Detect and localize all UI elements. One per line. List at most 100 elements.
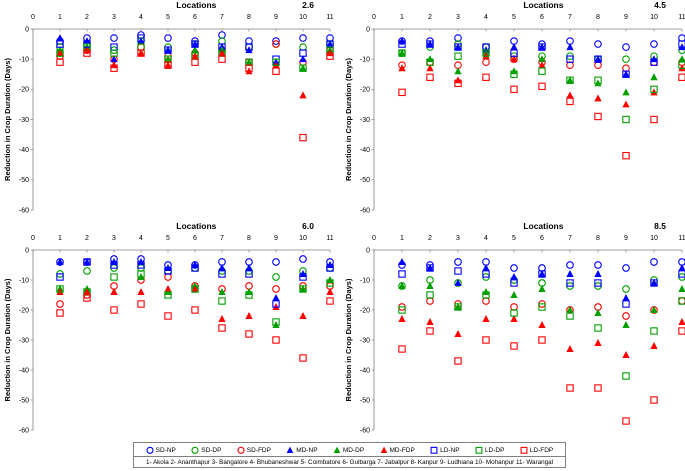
point-md-fdp-loc-7 — [218, 315, 226, 322]
point-md-np-loc-4 — [137, 37, 145, 45]
x-tick-label: 3 — [112, 235, 116, 242]
point-ld-dp-loc-1 — [56, 49, 64, 57]
point-md-fdp-loc-6 — [538, 321, 546, 328]
point-md-dp-loc-7 — [218, 288, 226, 295]
x-tick-label: 9 — [624, 235, 628, 242]
y-tick-label: 0 — [25, 26, 29, 33]
point-md-dp-loc-6 — [538, 55, 546, 63]
legend-marker-sd-fdp — [237, 446, 245, 454]
point-ld-fdp-loc-8 — [245, 64, 253, 72]
point-ld-dp-loc-2 — [426, 291, 434, 299]
x-tick-label: 4 — [484, 14, 488, 21]
triangle-marker-icon — [380, 446, 387, 454]
square-marker-icon — [475, 446, 483, 454]
point-md-dp-loc-3 — [454, 67, 462, 75]
series-md-dp — [398, 282, 685, 328]
location-key: 1- Akola 2- Ananthapur 3- Bangalore 4- B… — [134, 456, 565, 469]
point-md-np-loc-2 — [426, 264, 434, 271]
point-ld-np-loc-6 — [191, 264, 199, 272]
point-ld-np-loc-8 — [594, 55, 602, 63]
point-md-fdp-loc-11 — [326, 288, 334, 295]
point-ld-dp-loc-11 — [678, 297, 685, 305]
point-md-np-loc-9 — [622, 70, 630, 78]
point-sd-np-loc-7 — [566, 261, 574, 269]
point-md-dp-loc-8 — [245, 58, 253, 66]
point-ld-fdp-loc-7 — [218, 324, 226, 332]
point-ld-fdp-loc-5 — [510, 85, 518, 94]
legend-marker-md-fdp — [380, 446, 387, 454]
point-md-fdp-loc-8 — [245, 312, 253, 319]
point-md-np-loc-7 — [566, 43, 574, 51]
point-ld-fdp-loc-2 — [83, 49, 91, 57]
point-ld-np-loc-10 — [650, 279, 658, 287]
point-ld-fdp-loc-6 — [538, 82, 546, 91]
point-ld-fdp-loc-10 — [650, 396, 658, 404]
panel-title: 2.6 — [302, 0, 314, 10]
point-ld-fdp-loc-2 — [83, 294, 91, 302]
x-tick-label: 2 — [85, 235, 89, 242]
point-md-dp-loc-4 — [137, 273, 145, 280]
y-tick-label: 0 — [366, 26, 370, 33]
point-sd-np-loc-8 — [594, 261, 602, 269]
point-md-fdp-loc-1 — [398, 64, 406, 72]
point-md-fdp-loc-10 — [299, 91, 307, 99]
point-md-dp-loc-2 — [426, 282, 434, 289]
y-tick-label: -60 — [19, 207, 29, 214]
point-ld-dp-loc-7 — [566, 76, 574, 84]
point-md-dp-loc-11 — [678, 285, 685, 292]
point-md-np-loc-8 — [594, 55, 602, 63]
point-ld-np-loc-1 — [56, 273, 64, 281]
point-ld-np-loc-3 — [454, 267, 462, 275]
point-ld-dp-loc-9 — [622, 115, 630, 124]
point-ld-dp-loc-10 — [650, 85, 658, 94]
panel-title: 6.0 — [302, 221, 314, 231]
point-ld-np-loc-10 — [650, 58, 658, 66]
point-md-dp-loc-10 — [299, 285, 307, 292]
point-md-np-loc-6 — [191, 40, 199, 48]
y-tick-label: -60 — [360, 207, 370, 214]
legend-marker-sd-dp — [191, 446, 199, 454]
series-sd-fdp — [398, 297, 685, 320]
point-ld-dp-loc-4 — [482, 291, 490, 299]
legend: SD-NP SD-DP SD-FDP MD-NP MD-DP MD-FDP LD-NP LD-… — [133, 442, 566, 468]
series-md-fdp — [398, 315, 685, 358]
point-sd-fdp-loc-4 — [482, 58, 490, 67]
x-tick-label: 2 — [85, 14, 89, 21]
x-tick-label: 10 — [299, 14, 307, 21]
legend-label: SD-FDP — [246, 446, 271, 454]
x-tick-label: 7 — [568, 235, 572, 242]
x-tick-label: 7 — [568, 14, 572, 21]
x-tick-label: 2 — [428, 235, 432, 242]
legend-item-md-fdp: MD-FDP — [380, 446, 415, 454]
series-md-dp — [56, 273, 334, 328]
y-tick-label: -10 — [19, 277, 29, 284]
point-md-dp-loc-9 — [622, 88, 630, 96]
x-tick-label: 0 — [31, 14, 35, 21]
point-md-fdp-loc-4 — [137, 49, 145, 57]
legend-item-ld-np: LD-NP — [430, 446, 460, 454]
legend-item-md-np: MD-NP — [286, 446, 318, 454]
point-md-dp-loc-1 — [398, 282, 406, 289]
legend-marker-md-dp — [333, 446, 341, 454]
point-md-fdp-loc-4 — [482, 52, 490, 60]
point-ld-np-loc-5 — [510, 49, 518, 57]
point-md-dp-loc-9 — [272, 321, 280, 328]
point-sd-np-loc-11 — [678, 34, 685, 42]
point-ld-fdp-loc-1 — [398, 345, 406, 353]
y-tick-label: -30 — [360, 117, 370, 124]
point-sd-fdp-loc-5 — [510, 303, 518, 311]
point-ld-fdp-loc-6 — [191, 58, 199, 66]
series-ld-fdp — [398, 73, 685, 160]
point-md-np-loc-1 — [398, 258, 406, 265]
point-sd-dp-loc-10 — [299, 43, 307, 51]
legend-item-md-dp: MD-DP — [333, 446, 364, 454]
legend-label: LD-FDP — [529, 446, 554, 454]
point-md-np-loc-3 — [454, 279, 462, 286]
y-tick-label: -30 — [19, 337, 29, 344]
point-ld-dp-loc-10 — [650, 327, 658, 335]
series-ld-np — [398, 264, 685, 308]
x-tick-label: 5 — [512, 235, 516, 242]
point-ld-dp-loc-3 — [454, 303, 462, 311]
point-ld-dp-loc-10 — [299, 285, 307, 293]
y-tick-label: -10 — [360, 57, 370, 64]
